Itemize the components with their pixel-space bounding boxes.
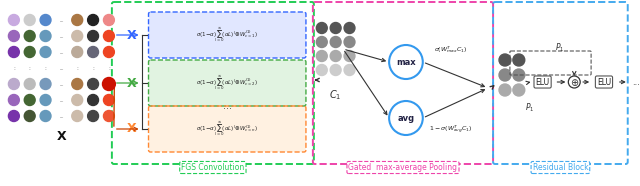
Circle shape <box>24 15 35 25</box>
Circle shape <box>8 31 19 41</box>
Text: ...: ... <box>59 33 63 39</box>
Text: max: max <box>396 57 416 67</box>
Circle shape <box>88 78 99 89</box>
Circle shape <box>316 51 327 62</box>
FancyBboxPatch shape <box>148 106 306 152</box>
Circle shape <box>88 15 99 25</box>
Circle shape <box>40 46 51 57</box>
Circle shape <box>40 15 51 25</box>
Circle shape <box>24 46 35 57</box>
Circle shape <box>24 110 35 121</box>
Text: ...: ... <box>59 17 63 23</box>
Text: ...: ... <box>59 97 63 102</box>
Circle shape <box>568 76 580 88</box>
Circle shape <box>499 84 511 96</box>
Circle shape <box>40 78 51 89</box>
Circle shape <box>102 78 115 91</box>
Text: ...: ... <box>59 113 63 118</box>
Text: $\mathbf{X}$: $\mathbf{X}$ <box>126 76 138 89</box>
Text: ...: ... <box>59 65 63 70</box>
Circle shape <box>316 23 327 33</box>
Circle shape <box>72 15 83 25</box>
Text: $\sigma(W_{max}^TC_1)$: $\sigma(W_{max}^TC_1)$ <box>434 45 467 55</box>
Text: :: : <box>29 65 31 70</box>
Circle shape <box>330 65 341 76</box>
Circle shape <box>513 69 525 81</box>
Circle shape <box>344 36 355 47</box>
FancyBboxPatch shape <box>148 60 306 106</box>
Circle shape <box>513 84 525 96</box>
Text: $P_1$: $P_1$ <box>525 102 534 114</box>
Text: :: : <box>108 65 110 70</box>
Circle shape <box>389 101 423 135</box>
Circle shape <box>8 15 19 25</box>
Circle shape <box>344 23 355 33</box>
Circle shape <box>72 78 83 89</box>
Circle shape <box>389 45 423 79</box>
Text: ...: ... <box>223 101 232 111</box>
Circle shape <box>88 94 99 105</box>
Circle shape <box>72 110 83 121</box>
Text: :: : <box>92 65 94 70</box>
Text: $\mathbf{X}$: $\mathbf{X}$ <box>56 130 67 143</box>
Text: $\mathbf{X}$: $\mathbf{X}$ <box>126 123 138 135</box>
Text: :: : <box>13 65 15 70</box>
Text: Gated  max-average Pooling: Gated max-average Pooling <box>348 163 458 172</box>
Circle shape <box>72 46 83 57</box>
Circle shape <box>24 94 35 105</box>
Circle shape <box>8 78 19 89</box>
Text: ...: ... <box>59 49 63 54</box>
Text: avg: avg <box>397 113 415 123</box>
Text: $1-\sigma(W_{avg}^TC_1)$: $1-\sigma(W_{avg}^TC_1)$ <box>429 124 472 136</box>
Circle shape <box>330 23 341 33</box>
Circle shape <box>330 51 341 62</box>
Circle shape <box>40 31 51 41</box>
Text: FGS Convolution: FGS Convolution <box>181 163 244 172</box>
Circle shape <box>88 110 99 121</box>
Circle shape <box>8 94 19 105</box>
Circle shape <box>330 36 341 47</box>
Text: ...: ... <box>59 81 63 86</box>
Circle shape <box>8 110 19 121</box>
Circle shape <box>8 46 19 57</box>
Text: :: : <box>76 65 78 70</box>
Circle shape <box>344 65 355 76</box>
Circle shape <box>24 31 35 41</box>
Circle shape <box>499 54 511 66</box>
Text: $\sigma(1{-}\alpha)\!\sum_{l=0}^{\infty}\!(\alpha L)^l\!\otimes\! W_{c=1}^{(1)}): $\sigma(1{-}\alpha)\!\sum_{l=0}^{\infty}… <box>196 25 258 44</box>
Circle shape <box>72 31 83 41</box>
Text: $\mathbf{X}$: $\mathbf{X}$ <box>126 28 138 41</box>
Circle shape <box>72 94 83 105</box>
Circle shape <box>88 31 99 41</box>
Text: ELU: ELU <box>597 78 611 86</box>
Circle shape <box>104 94 115 105</box>
Text: ELU: ELU <box>536 78 550 86</box>
Circle shape <box>344 51 355 62</box>
Circle shape <box>24 78 35 89</box>
Circle shape <box>40 110 51 121</box>
Text: $\sigma(1{-}\alpha)\!\sum_{l=0}^{\infty}\!(\alpha L)^l\!\otimes\! W_{c=2}^{(1)}): $\sigma(1{-}\alpha)\!\sum_{l=0}^{\infty}… <box>196 73 258 92</box>
Text: ...: ... <box>632 78 639 86</box>
Circle shape <box>513 54 525 66</box>
Circle shape <box>40 94 51 105</box>
Circle shape <box>316 65 327 76</box>
FancyBboxPatch shape <box>148 12 306 58</box>
Circle shape <box>104 31 115 41</box>
Circle shape <box>499 69 511 81</box>
Text: $\sigma(1{-}\alpha)\!\sum_{l=0}^{\infty}\!(\alpha L)^l\!\otimes\! W_{c=n}^{(1)}): $\sigma(1{-}\alpha)\!\sum_{l=0}^{\infty}… <box>196 119 258 139</box>
Text: :: : <box>45 65 47 70</box>
Circle shape <box>104 78 115 89</box>
Circle shape <box>104 15 115 25</box>
Text: $\oplus$: $\oplus$ <box>570 76 579 87</box>
Text: $C_1$: $C_1$ <box>330 88 342 102</box>
Circle shape <box>104 46 115 57</box>
Text: $P_1$: $P_1$ <box>555 42 564 54</box>
Circle shape <box>88 46 99 57</box>
Circle shape <box>316 36 327 47</box>
Circle shape <box>104 110 115 121</box>
Text: Residual Block: Residual Block <box>532 163 588 172</box>
